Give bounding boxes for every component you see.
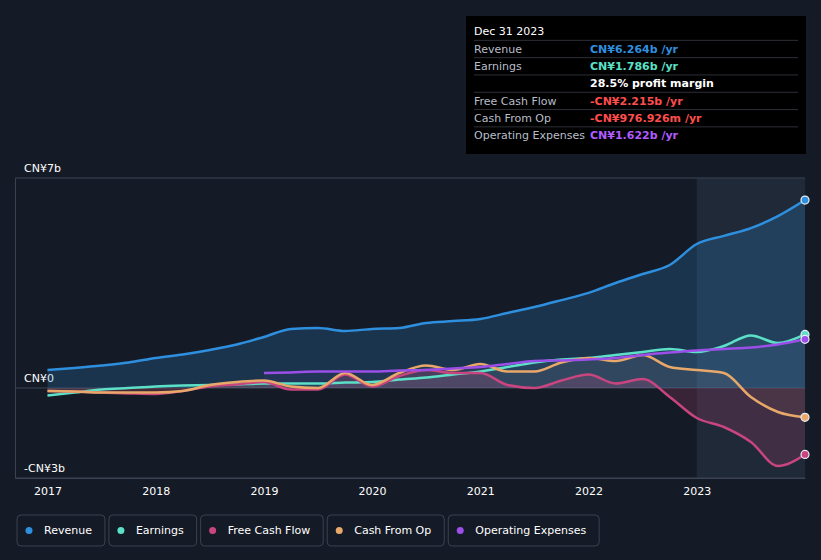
legend-box[interactable]: [109, 515, 197, 546]
series-line: [264, 339, 805, 373]
y-axis: -CN¥3bCN¥0CN¥7b: [15, 162, 65, 478]
x-tick-label: 2020: [359, 485, 387, 498]
x-tick-label: 2018: [142, 485, 170, 498]
legend-box[interactable]: [201, 515, 324, 546]
y-axis-line: [15, 179, 16, 479]
legend-label: Revenue: [44, 524, 92, 537]
legend-item[interactable]: Operating Expenses: [448, 515, 599, 546]
x-tick: 2021: [467, 478, 495, 498]
legend-label: Free Cash Flow: [228, 524, 311, 537]
legend: Revenue Earnings Free Cash Flow Cash From O…: [17, 515, 599, 546]
background: [0, 0, 821, 560]
info-box-date: Dec 31 2023: [474, 25, 544, 38]
info-box-separator: [474, 126, 798, 127]
x-tick-label: 2019: [250, 485, 278, 498]
legend-swatch: [209, 527, 216, 534]
end-marker: [801, 196, 809, 204]
x-tick: 2018: [142, 478, 170, 498]
info-box-value: -CN¥2.215b /yr: [590, 95, 683, 108]
info-box-separator: [474, 40, 798, 41]
end-marker: [801, 450, 809, 458]
legend-label: Earnings: [136, 524, 184, 537]
info-box-value: CN¥1.622b /yr: [590, 129, 679, 142]
x-tick-label: 2023: [683, 485, 711, 498]
plot-area: [47, 200, 805, 466]
info-box-label: Earnings: [474, 60, 522, 73]
series-line: [47, 200, 805, 370]
info-box-value: CN¥6.264b /yr: [590, 43, 679, 56]
legend-swatch: [26, 527, 33, 534]
x-tick: 2023: [683, 478, 711, 498]
x-tick: 2022: [575, 478, 603, 498]
legend-swatch: [457, 527, 464, 534]
x-axis: 2017 2018 2019 2020 2021 2022 2023: [16, 478, 806, 498]
info-box-value: CN¥1.786b /yr: [590, 60, 679, 73]
info-box-separator: [474, 109, 798, 110]
legend-box[interactable]: [17, 515, 105, 546]
legend-box[interactable]: [448, 515, 599, 546]
info-box-label: Operating Expenses: [474, 129, 585, 142]
legend-swatch: [336, 527, 343, 534]
info-box-separator: [474, 57, 798, 58]
info-box-label: Cash From Op: [474, 112, 551, 125]
y-grid: [15, 178, 805, 478]
legend-item[interactable]: Free Cash Flow: [201, 515, 324, 546]
y-tick-label: -CN¥3b: [24, 462, 65, 475]
legend-item[interactable]: Earnings: [109, 515, 197, 546]
end-marker: [801, 413, 809, 421]
series-line: [47, 355, 805, 417]
legend-label: Operating Expenses: [475, 524, 586, 537]
legend-item[interactable]: Cash From Op: [327, 515, 444, 546]
info-box-label: Free Cash Flow: [474, 95, 557, 108]
x-tick: 2020: [359, 478, 387, 498]
legend-label: Cash From Op: [354, 524, 431, 537]
legend-swatch: [117, 527, 124, 534]
info-box-label: Revenue: [474, 43, 522, 56]
series-area: [47, 200, 805, 388]
x-tick-label: 2017: [34, 485, 62, 498]
y-tick: -CN¥3b: [15, 462, 65, 478]
x-tick-label: 2021: [467, 485, 495, 498]
chart: -CN¥3bCN¥0CN¥7b2017201820192020202120222…: [0, 0, 821, 560]
series-line: [47, 370, 805, 466]
legend-item[interactable]: Revenue: [17, 515, 105, 546]
info-box-background: [466, 16, 806, 154]
y-tick: CN¥7b: [15, 162, 61, 178]
y-tick-label: CN¥7b: [24, 162, 61, 175]
legend-box[interactable]: [327, 515, 444, 546]
x-tick: 2019: [250, 478, 278, 498]
x-tick: 2017: [34, 478, 62, 498]
grid-line: [15, 178, 805, 179]
grid-line: [15, 478, 805, 479]
info-box-separator: [474, 92, 798, 93]
x-tick-label: 2022: [575, 485, 603, 498]
end-markers: [801, 196, 809, 458]
end-marker: [801, 335, 809, 343]
info-box-value: -CN¥976.926m /yr: [590, 112, 702, 125]
info-box: Dec 31 2023 Revenue CN¥6.264b /yr Earnings C…: [466, 16, 806, 154]
info-box-separator: [474, 74, 798, 75]
x-axis-line: [16, 478, 806, 479]
info-box-value: 28.5% profit margin: [590, 77, 714, 90]
